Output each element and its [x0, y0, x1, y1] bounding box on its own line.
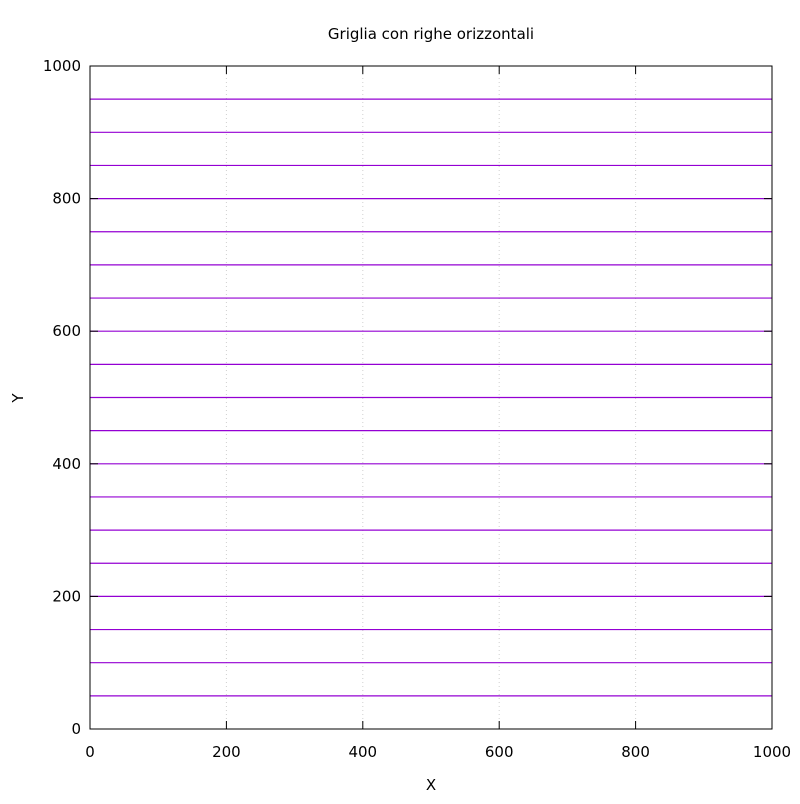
chart-title: Griglia con righe orizzontali — [328, 25, 534, 43]
series-lines — [90, 98, 772, 697]
y-axis-label: Y — [9, 393, 27, 404]
tick-labels: 0 200 400 600 800 1000 0 200 400 600 800 1000 — [43, 57, 791, 761]
x-tick-label-2: 400 — [348, 743, 377, 761]
x-tick-label-3: 600 — [485, 743, 514, 761]
x-tick-label-5: 1000 — [753, 743, 791, 761]
x-tick-label-0: 0 — [85, 743, 95, 761]
axes — [89, 65, 773, 730]
y-tick-label-3: 600 — [52, 322, 81, 340]
x-tick-label-1: 200 — [212, 743, 241, 761]
x-axis-label: X — [426, 776, 436, 794]
grid-lines — [225, 66, 637, 729]
y-tick-label-1: 200 — [52, 587, 81, 605]
y-tick-label-5: 1000 — [43, 57, 81, 75]
y-tick-label-4: 800 — [52, 190, 81, 208]
y-tick-label-2: 400 — [52, 455, 81, 473]
y-tick-label-0: 0 — [71, 720, 81, 738]
x-tick-label-4: 800 — [621, 743, 650, 761]
plot-frame — [89, 65, 773, 730]
